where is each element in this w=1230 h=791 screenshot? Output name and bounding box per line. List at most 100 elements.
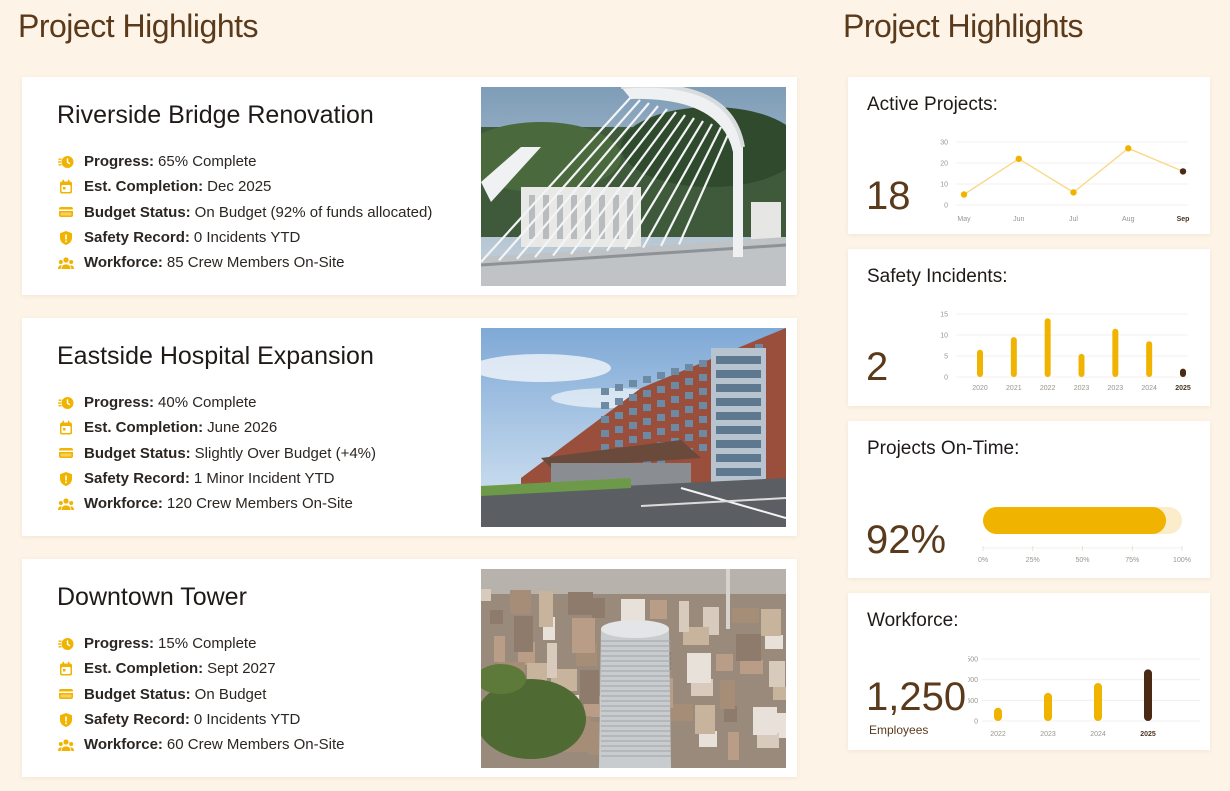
calendar-icon (60, 179, 72, 194)
project-progress-row: Progress: 15% Complete (58, 631, 344, 656)
x-tick-label: 2024 (1141, 385, 1157, 392)
project-card[interactable]: Riverside Bridge Renovation Progress: 65% … (22, 77, 797, 295)
project-safety-row: Safety Record: 1 Minor Incident YTD (58, 466, 376, 491)
shield-icon (60, 712, 72, 727)
progress-value: 65% Complete (158, 153, 257, 171)
progress-value: 40% Complete (158, 394, 257, 412)
calendar-icon (60, 661, 72, 676)
safety-value: 0 Incidents YTD (193, 229, 301, 247)
budget-label: Budget Status: (84, 203, 191, 221)
workforce-card: Workforce: 1,250 Employees 0 500 1,000 1,50… (848, 593, 1210, 750)
progress-clock-icon (58, 155, 74, 168)
shield-icon (60, 230, 72, 245)
completion-value: Sept 2027 (207, 660, 276, 678)
completion-value: Dec 2025 (207, 178, 272, 196)
x-tick-label: 2023 (1108, 385, 1124, 392)
project-safety-row: Safety Record: 0 Incidents YTD (58, 225, 432, 250)
bar (1112, 328, 1119, 377)
workforce-value: 1,250 (866, 675, 967, 719)
y-tick-label: 20 (940, 161, 948, 168)
crew-icon (58, 498, 74, 510)
safety-incidents-card: Safety Incidents: 2 0 5 10 15 2020 2021 2022 20… (848, 249, 1210, 406)
workforce-value: 85 Crew Members On-Site (166, 254, 345, 272)
workforce-value: 120 Crew Members On-Site (166, 495, 353, 513)
bar (977, 349, 983, 377)
active-projects-title: Active Projects: (867, 94, 998, 115)
x-tick-label: Jun (1013, 216, 1024, 223)
bar (1078, 353, 1085, 377)
x-tick-label: 2021 (1006, 385, 1022, 392)
calendar-icon (60, 420, 72, 435)
y-tick-label: 5 (944, 354, 948, 361)
data-point (1179, 168, 1187, 175)
project-budget-row: Budget Status: On Budget (58, 682, 344, 707)
budget-value: Slightly Over Budget (+4%) (194, 444, 377, 462)
shield-icon (60, 471, 72, 486)
x-tick-label: 75% (1125, 557, 1139, 564)
safety-incidents-title: Safety Incidents: (867, 266, 1008, 287)
safety-label: Safety Record: (84, 470, 190, 488)
y-tick-label: 15 (940, 312, 948, 319)
y-tick-label: 10 (940, 333, 948, 340)
project-title: Downtown Tower (57, 583, 247, 611)
page-title: Project Highlights (18, 8, 259, 44)
x-tick-label: 2020 (972, 385, 988, 392)
wallet-icon (59, 207, 73, 218)
project-title: Riverside Bridge Renovation (57, 101, 374, 129)
project-workforce-row: Workforce: 85 Crew Members On-Site (58, 250, 432, 275)
crew-icon (58, 257, 74, 269)
bar (1144, 669, 1152, 721)
bar (1044, 318, 1051, 377)
data-point (1015, 155, 1022, 162)
x-tick-label: Sep (1177, 216, 1190, 223)
projects-ontime-chart: 0% 25% 50% 75% 100% (978, 507, 1191, 564)
completion-label: Est. Completion: (84, 660, 204, 678)
x-tick-label: 100% (1173, 557, 1191, 564)
wallet-icon (59, 689, 73, 700)
x-tick-label: 0% (978, 557, 988, 564)
data-point (1070, 189, 1077, 196)
x-tick-label: 2023 (1040, 731, 1056, 738)
safety-value: 0 Incidents YTD (193, 711, 301, 729)
budget-label: Budget Status: (84, 444, 191, 462)
bar (1044, 692, 1052, 721)
active-projects-card: Active Projects: 18 0 10 20 30 May Jun Jul Aug S… (848, 77, 1210, 234)
progress-fill (983, 507, 1167, 534)
project-photo (481, 328, 786, 527)
y-tick-label: 30 (940, 140, 948, 147)
project-card[interactable]: Eastside Hospital Expansion Progress: 40% … (22, 318, 797, 536)
y-tick-label: 0 (974, 719, 978, 726)
projects-ontime-value: 92% (866, 518, 947, 562)
y-tick-label: 1,500 (968, 657, 978, 664)
project-card[interactable]: Downtown Tower Progress: 15% Complete Est. … (22, 559, 797, 777)
active-projects-value: 18 (866, 174, 911, 218)
budget-value: On Budget (194, 685, 267, 703)
workforce-title: Workforce: (867, 610, 959, 631)
bar (1180, 368, 1186, 377)
project-progress-row: Progress: 40% Complete (58, 390, 376, 415)
project-photo (481, 87, 786, 286)
x-tick-label: 2022 (1040, 385, 1056, 392)
safety-label: Safety Record: (84, 711, 190, 729)
metrics-title: Project Highlights (843, 8, 1084, 44)
x-tick-label: Jul (1069, 216, 1078, 223)
x-tick-label: 25% (1026, 557, 1040, 564)
series-line (963, 147, 1184, 196)
progress-label: Progress: (84, 635, 155, 653)
y-tick-label: 500 (968, 698, 978, 705)
project-completion-row: Est. Completion: June 2026 (58, 415, 376, 440)
project-budget-row: Budget Status: Slightly Over Budget (+4%) (58, 441, 376, 466)
project-budget-row: Budget Status: On Budget (92% of funds al… (58, 200, 432, 225)
project-title: Eastside Hospital Expansion (57, 342, 374, 370)
safety-label: Safety Record: (84, 229, 190, 247)
data-point (1125, 145, 1132, 152)
project-workforce-row: Workforce: 120 Crew Members On-Site (58, 491, 376, 516)
budget-label: Budget Status: (84, 685, 191, 703)
progress-label: Progress: (84, 153, 155, 171)
safety-incidents-chart: 0 5 10 15 2020 2021 2022 2023 2023 2024 2025 (940, 312, 1191, 393)
completion-label: Est. Completion: (84, 419, 204, 437)
completion-value: June 2026 (207, 419, 278, 437)
project-workforce-row: Workforce: 60 Crew Members On-Site (58, 732, 344, 757)
progress-clock-icon (58, 396, 74, 409)
x-tick-label: May (957, 216, 971, 223)
